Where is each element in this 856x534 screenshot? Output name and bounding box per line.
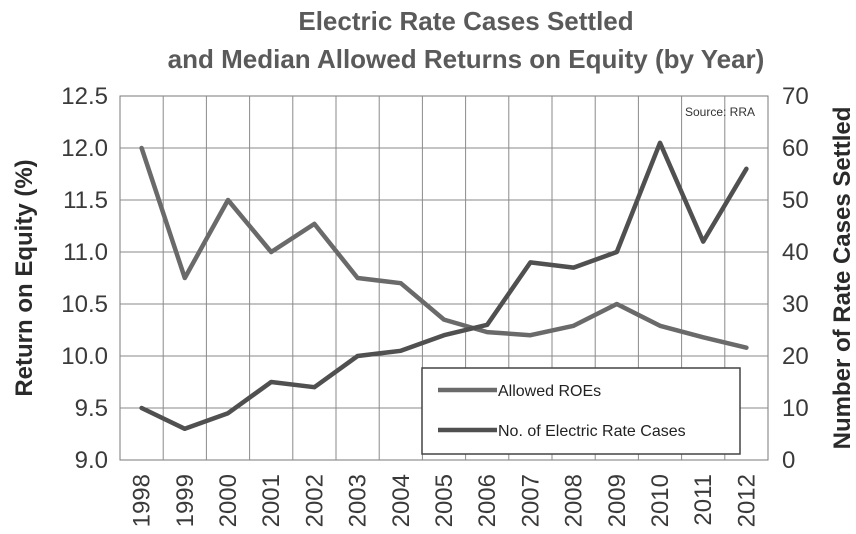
series-line-rate-cases xyxy=(139,140,749,432)
series-line-allowed-roes xyxy=(139,145,749,350)
x-tick-label: 2010 xyxy=(647,474,674,527)
left-tick-label: 10.0 xyxy=(61,343,108,370)
right-tick-label: 30 xyxy=(782,291,809,318)
x-tick-label: 2001 xyxy=(258,474,285,527)
chart-title-line2: and Median Allowed Returns on Equity (by… xyxy=(168,44,765,74)
x-tick-label: 2004 xyxy=(388,474,415,527)
x-tick-label: 2011 xyxy=(690,474,717,526)
right-tick-label: 50 xyxy=(782,187,809,214)
legend: Allowed ROEs No. of Electric Rate Cases xyxy=(421,367,741,455)
left-tick-label: 11.5 xyxy=(63,187,108,214)
x-tick-label: 2008 xyxy=(561,474,588,527)
x-tick-label: 2007 xyxy=(517,474,544,527)
left-tick-label: 10.5 xyxy=(61,291,108,318)
chart-title-line1: Electric Rate Cases Settled xyxy=(298,6,633,36)
left-axis-ticks: 9.0 9.5 10.0 10.5 11.0 11.5 12.0 12.5 xyxy=(61,83,108,474)
right-tick-label: 70 xyxy=(782,83,809,110)
legend-label-rate-cases: No. of Electric Rate Cases xyxy=(498,423,686,440)
right-tick-label: 40 xyxy=(782,239,809,266)
x-axis-ticks: 1998 1999 2000 2001 2002 2003 2004 2005 2006 2007… xyxy=(129,474,761,527)
right-axis-ticks: 0 10 20 30 40 50 60 70 xyxy=(782,83,809,474)
right-tick-label: 10 xyxy=(782,395,809,422)
legend-box xyxy=(421,367,741,455)
x-tick-label: 1999 xyxy=(172,474,199,527)
x-tick-label: 2012 xyxy=(733,474,760,527)
x-tick-label: 2003 xyxy=(345,474,372,527)
x-tick-label: 2002 xyxy=(301,474,328,527)
x-tick-label: 2000 xyxy=(215,474,242,527)
right-tick-label: 60 xyxy=(782,135,809,162)
left-tick-label: 12.0 xyxy=(61,135,108,162)
source-note: Source: RRA xyxy=(685,105,755,119)
right-axis-label: Number of Rate Cases Settled xyxy=(829,107,856,450)
left-tick-label: 9.0 xyxy=(75,447,108,474)
x-tick-label: 1998 xyxy=(129,474,156,527)
x-tick-label: 2009 xyxy=(604,474,631,527)
x-tick-label: 2006 xyxy=(474,474,501,527)
left-axis-label: Return on Equity (%) xyxy=(11,159,38,396)
x-tick-label: 2005 xyxy=(431,474,458,527)
right-tick-label: 20 xyxy=(782,343,809,370)
left-tick-label: 11.0 xyxy=(63,239,108,266)
series-lines xyxy=(139,140,749,432)
right-tick-label: 0 xyxy=(782,447,795,474)
legend-label-allowed-roes: Allowed ROEs xyxy=(498,383,601,400)
left-tick-label: 9.5 xyxy=(75,395,108,422)
left-tick-label: 12.5 xyxy=(61,83,108,110)
